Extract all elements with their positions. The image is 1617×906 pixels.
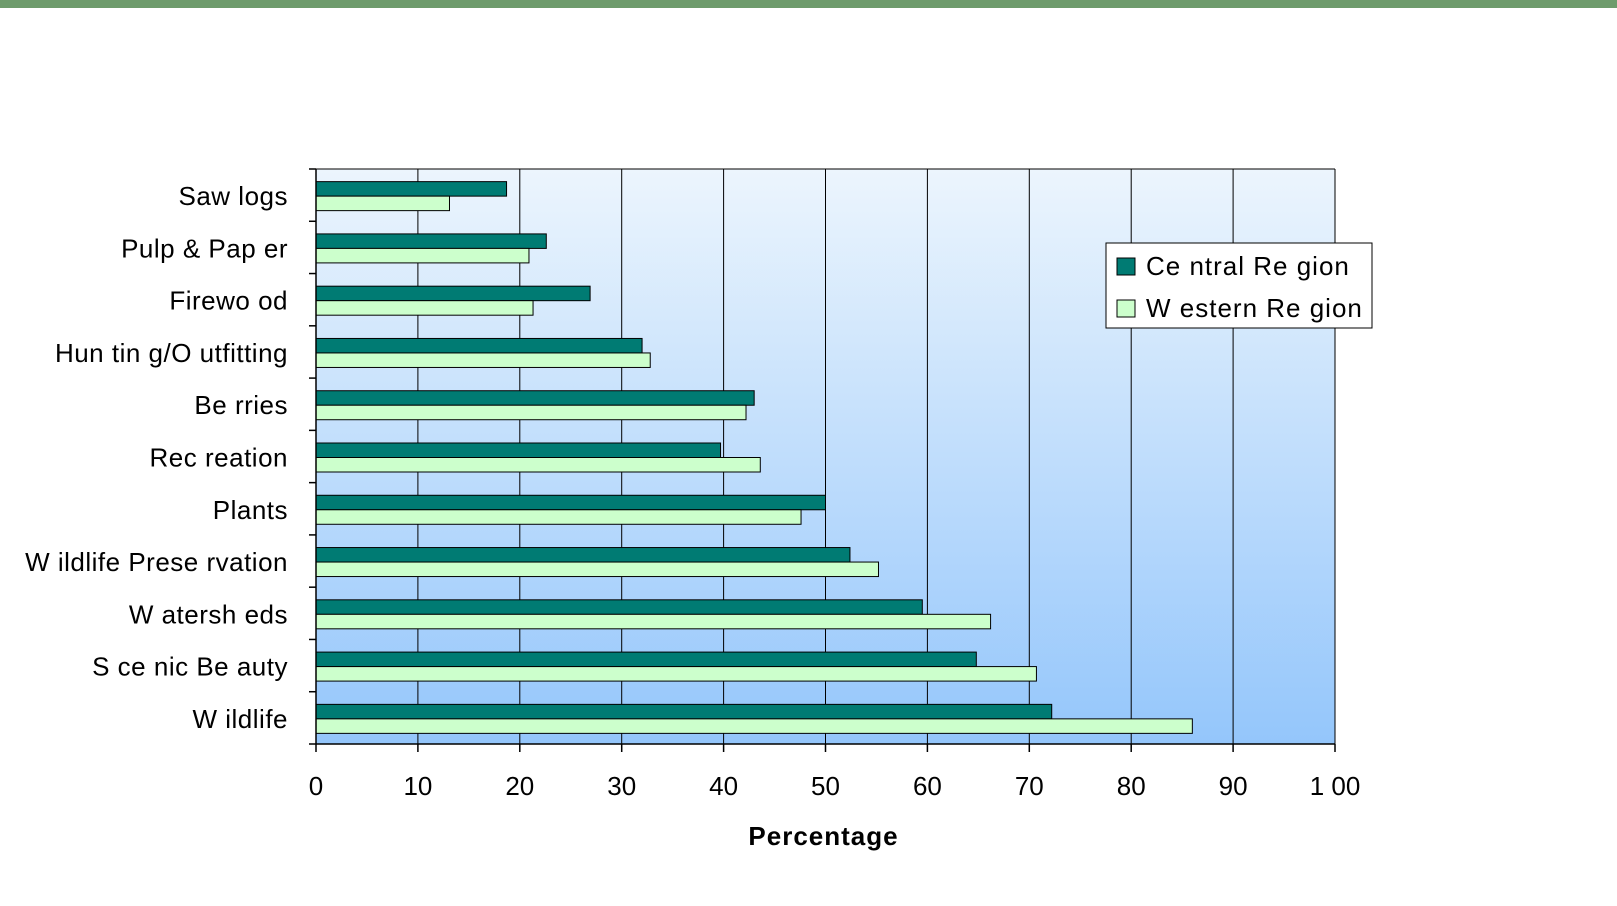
category-label: W ildlife Prese rvation xyxy=(25,547,288,577)
x-tick-label: 1 00 xyxy=(1310,771,1361,801)
bar-western-1 xyxy=(315,247,530,264)
x-tick-label: 20 xyxy=(505,771,534,801)
category-label: Firewo od xyxy=(169,286,288,316)
legend-swatch-western xyxy=(1116,299,1136,318)
category-labels: Saw logs Pulp & Pap er Firewo od Hun tin g/… xyxy=(25,181,289,734)
x-tick-label: 60 xyxy=(913,771,942,801)
bar-western-4 xyxy=(315,404,747,421)
legend: Ce ntral Re gion W estern Re gion xyxy=(1105,242,1373,329)
bar-western-6 xyxy=(315,509,802,525)
x-tick-labels: 0 10 20 30 40 50 60 70 80 90 1 00 xyxy=(309,771,1361,801)
x-axis-title: Percentage xyxy=(748,821,898,851)
category-label: W atersh eds xyxy=(129,599,288,629)
bar-central-4 xyxy=(315,390,755,406)
x-tick-label: 10 xyxy=(403,771,432,801)
bar-central-7 xyxy=(315,547,851,563)
x-tick-label: 0 xyxy=(309,771,323,801)
x-tick-label: 80 xyxy=(1117,771,1146,801)
x-tick-label: 30 xyxy=(607,771,636,801)
bar-central-8 xyxy=(315,599,923,615)
category-label: Rec reation xyxy=(150,443,288,473)
bar-central-5 xyxy=(315,442,722,458)
bar-central-9 xyxy=(315,651,977,668)
bar-central-1 xyxy=(315,233,547,249)
legend-label-central: Ce ntral Re gion xyxy=(1146,251,1350,281)
bar-western-8 xyxy=(315,613,992,630)
bar-central-2 xyxy=(315,285,591,302)
bar-western-0 xyxy=(315,195,450,212)
bar-central-3 xyxy=(315,337,643,354)
category-label: W ildlife xyxy=(192,704,288,734)
bar-central-6 xyxy=(315,494,826,511)
bar-western-5 xyxy=(315,457,761,473)
bar-western-3 xyxy=(315,352,651,368)
category-label: Pulp & Pap er xyxy=(121,233,288,263)
category-label: S ce nic Be auty xyxy=(92,652,288,682)
bars xyxy=(315,181,1193,734)
legend-label-western: W estern Re gion xyxy=(1146,293,1363,323)
bar-western-7 xyxy=(315,561,879,578)
legend-box xyxy=(1105,242,1373,329)
bar-western-9 xyxy=(315,666,1037,682)
x-tick-label: 40 xyxy=(709,771,738,801)
category-label: Plants xyxy=(213,495,288,525)
legend-swatch-central xyxy=(1116,257,1136,276)
axes xyxy=(309,168,1336,752)
bar-western-2 xyxy=(315,300,534,316)
x-tick-label: 70 xyxy=(1015,771,1044,801)
bar-western-10 xyxy=(315,718,1193,734)
bar-central-10 xyxy=(315,703,1053,720)
x-tick-label: 50 xyxy=(811,771,840,801)
category-label: Saw logs xyxy=(179,181,289,211)
x-tick-label: 90 xyxy=(1219,771,1248,801)
bar-central-0 xyxy=(315,181,508,197)
category-label: Be rries xyxy=(194,390,288,420)
top-accent-bar xyxy=(0,0,1617,8)
category-label: Hun tin g/O utfitting xyxy=(55,338,288,368)
